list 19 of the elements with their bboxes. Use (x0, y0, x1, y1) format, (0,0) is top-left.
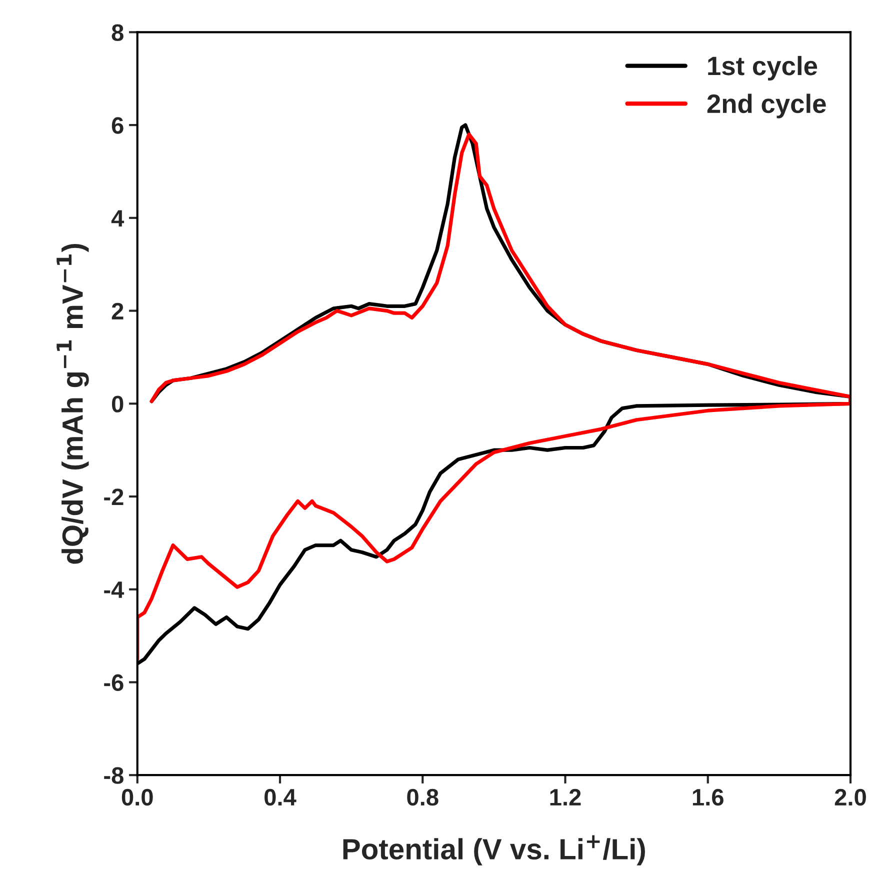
y-axis-title: dQ/dV (mAh g$^{−1}$ mV$^{−1}$) (56, 244, 89, 564)
y-tick-label: -6 (104, 674, 124, 692)
x-tick-label: 1.6 (692, 788, 724, 806)
y-tick-label: 4 (111, 210, 124, 226)
x-axis-title: Potential (V vs. Li$^{+}$/Li) (343, 835, 645, 866)
y-tick-label: -8 (104, 767, 124, 784)
y-tick-label: 6 (112, 117, 124, 134)
x-tick-label: 0.4 (264, 788, 296, 806)
y-tick-label: -4 (104, 582, 124, 598)
y-tick-label: 0 (112, 396, 124, 412)
x-tick-label: 0.8 (407, 788, 438, 806)
y-tick-label: 8 (112, 24, 124, 41)
x-tick-label: 1.2 (550, 788, 581, 806)
legend-label: 1st cycle (708, 56, 818, 81)
x-tick-label: 0.0 (122, 788, 153, 806)
y-tick-label: 2 (112, 302, 124, 320)
x-tick-label: 2.0 (834, 788, 866, 806)
legend-label: 2nd cycle (707, 94, 826, 118)
y-tick-label: -2 (104, 488, 124, 506)
